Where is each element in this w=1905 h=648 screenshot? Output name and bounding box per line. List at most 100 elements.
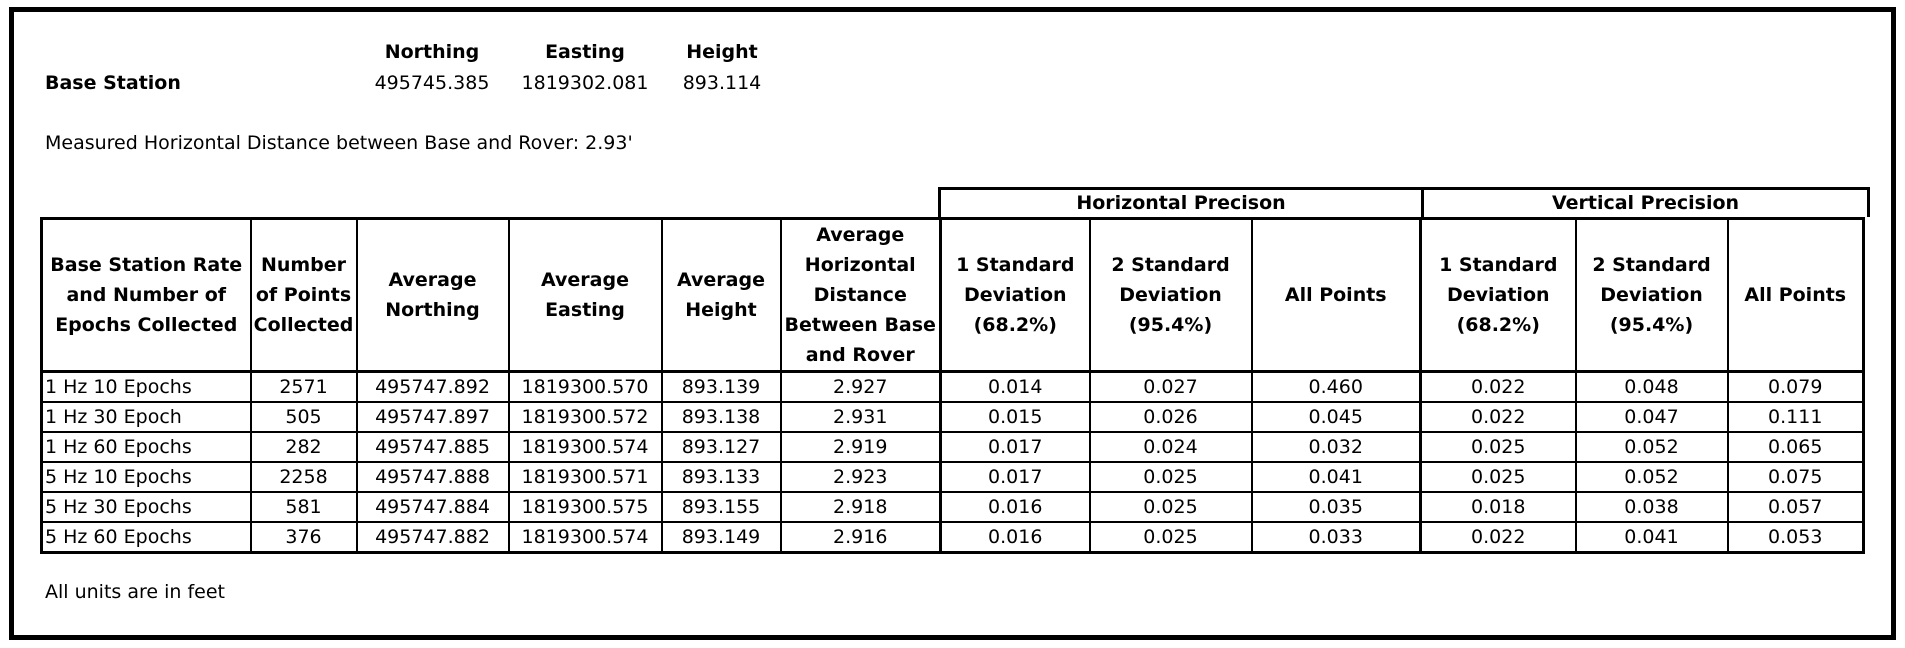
table-cell: 5 Hz 10 Epochs: [40, 461, 252, 493]
vertical-precision-header: Vertical Precision: [1421, 190, 1867, 217]
table-cell: 0.016: [939, 491, 1091, 523]
table-cell: 0.017: [939, 461, 1091, 493]
table-cell: 0.022: [1419, 521, 1577, 554]
table-cell: 1819300.571: [507, 461, 663, 493]
table-row: 5 Hz 60 Epochs 376 495747.882 1819300.574 89…: [40, 521, 1865, 554]
table-cell: 0.111: [1726, 401, 1865, 433]
table-cell: 495747.885: [355, 431, 510, 463]
table-cell: 0.025: [1419, 461, 1577, 493]
measured-distance-text: Measured Horizontal Distance between Bas…: [45, 132, 633, 154]
table-cell: 0.025: [1088, 491, 1253, 523]
table-cell: 1 Hz 10 Epochs: [40, 370, 252, 403]
table-row: 1 Hz 30 Epoch 505 495747.897 1819300.572 893…: [40, 401, 1865, 433]
table-cell: 0.038: [1574, 491, 1729, 523]
table-cell: 0.065: [1726, 431, 1865, 463]
table-cell: 581: [249, 491, 358, 523]
column-header-points: Number of Points Collected: [249, 217, 358, 373]
table-cell: 5 Hz 30 Epochs: [40, 491, 252, 523]
base-station-label: Base Station: [45, 72, 181, 94]
table-cell: 495747.882: [355, 521, 510, 554]
table-cell: 1819300.574: [507, 521, 663, 554]
table-header-row: Base Station Rate and Number of Epochs C…: [40, 217, 1865, 373]
table-cell: 2571: [249, 370, 358, 403]
table-cell: 0.460: [1250, 370, 1422, 403]
table-cell: 495747.897: [355, 401, 510, 433]
horizontal-precision-header: Horizontal Precison: [1076, 192, 1286, 214]
table-cell: 893.155: [660, 491, 782, 523]
table-cell: 0.035: [1250, 491, 1422, 523]
table-cell: 0.027: [1088, 370, 1253, 403]
table-row: 5 Hz 10 Epochs 2258 495747.888 1819300.571 8…: [40, 461, 1865, 493]
table-cell: 0.016: [939, 521, 1091, 554]
table-cell: 2.919: [779, 431, 942, 463]
table-cell: 2.927: [779, 370, 942, 403]
table-cell: 893.138: [660, 401, 782, 433]
table-cell: 505: [249, 401, 358, 433]
column-header-v-all: All Points: [1726, 217, 1865, 373]
base-northing-value: 495745.385: [374, 72, 490, 94]
height-header: Height: [686, 41, 758, 63]
table-cell: 1 Hz 60 Epochs: [40, 431, 252, 463]
easting-header: Easting: [545, 41, 625, 63]
table-cell: 1819300.575: [507, 491, 663, 523]
column-header-avg-height: Average Height: [660, 217, 782, 373]
table-cell: 0.053: [1726, 521, 1865, 554]
column-header-h-all: All Points: [1250, 217, 1422, 373]
column-header-avg-northing: Average Northing: [355, 217, 510, 373]
table-cell: 893.149: [660, 521, 782, 554]
column-header-avg-distance: Average Horizontal Distance Between Base…: [779, 217, 942, 373]
table-cell: 0.026: [1088, 401, 1253, 433]
table-cell: 2.916: [779, 521, 942, 554]
table-cell: 1819300.572: [507, 401, 663, 433]
precision-table: Base Station Rate and Number of Epochs C…: [40, 217, 1865, 554]
table-cell: 0.025: [1088, 461, 1253, 493]
table-cell: 0.032: [1250, 431, 1422, 463]
table-cell: 0.017: [939, 431, 1091, 463]
column-header-h-1sd: 1 Standard Deviation (68.2%): [939, 217, 1091, 373]
table-cell: 2.931: [779, 401, 942, 433]
table-cell: 282: [249, 431, 358, 463]
table-cell: 1819300.574: [507, 431, 663, 463]
units-footnote: All units are in feet: [45, 581, 225, 603]
table-row: 1 Hz 60 Epochs 282 495747.885 1819300.574 89…: [40, 431, 1865, 463]
table-cell: 1819300.570: [507, 370, 663, 403]
table-cell: 0.047: [1574, 401, 1729, 433]
table-row: 5 Hz 30 Epochs 581 495747.884 1819300.575 89…: [40, 491, 1865, 523]
column-header-v-1sd: 1 Standard Deviation (68.2%): [1419, 217, 1577, 373]
table-cell: 1 Hz 30 Epoch: [40, 401, 252, 433]
table-cell: 0.014: [939, 370, 1091, 403]
table-cell: 0.075: [1726, 461, 1865, 493]
table-cell: 893.139: [660, 370, 782, 403]
table-cell: 0.022: [1419, 370, 1577, 403]
table-cell: 0.025: [1419, 431, 1577, 463]
base-easting-value: 1819302.081: [521, 72, 649, 94]
table-cell: 0.052: [1574, 431, 1729, 463]
precision-group-header-row: Horizontal Precison Vertical Precision: [938, 187, 1870, 217]
column-header-rate: Base Station Rate and Number of Epochs C…: [40, 217, 252, 373]
table-cell: 2.918: [779, 491, 942, 523]
table-cell: 5 Hz 60 Epochs: [40, 521, 252, 554]
base-height-value: 893.114: [682, 72, 762, 94]
table-cell: 495747.888: [355, 461, 510, 493]
column-header-h-2sd: 2 Standard Deviation (95.4%): [1088, 217, 1253, 373]
table-cell: 2258: [249, 461, 358, 493]
table-cell: 495747.884: [355, 491, 510, 523]
table-cell: 893.127: [660, 431, 782, 463]
table-cell: 495747.892: [355, 370, 510, 403]
column-header-v-2sd: 2 Standard Deviation (95.4%): [1574, 217, 1729, 373]
table-cell: 0.022: [1419, 401, 1577, 433]
table-cell: 0.024: [1088, 431, 1253, 463]
table-cell: 0.041: [1250, 461, 1422, 493]
table-cell: 0.057: [1726, 491, 1865, 523]
table-cell: 0.052: [1574, 461, 1729, 493]
table-cell: 0.015: [939, 401, 1091, 433]
table-cell: 0.033: [1250, 521, 1422, 554]
table-cell: 0.079: [1726, 370, 1865, 403]
table-cell: 376: [249, 521, 358, 554]
table-cell: 0.041: [1574, 521, 1729, 554]
column-header-avg-easting: Average Easting: [507, 217, 663, 373]
table-cell: 0.018: [1419, 491, 1577, 523]
northing-header: Northing: [384, 41, 480, 63]
table-row: 1 Hz 10 Epochs 2571 495747.892 1819300.570 8…: [40, 370, 1865, 403]
table-cell: 893.133: [660, 461, 782, 493]
